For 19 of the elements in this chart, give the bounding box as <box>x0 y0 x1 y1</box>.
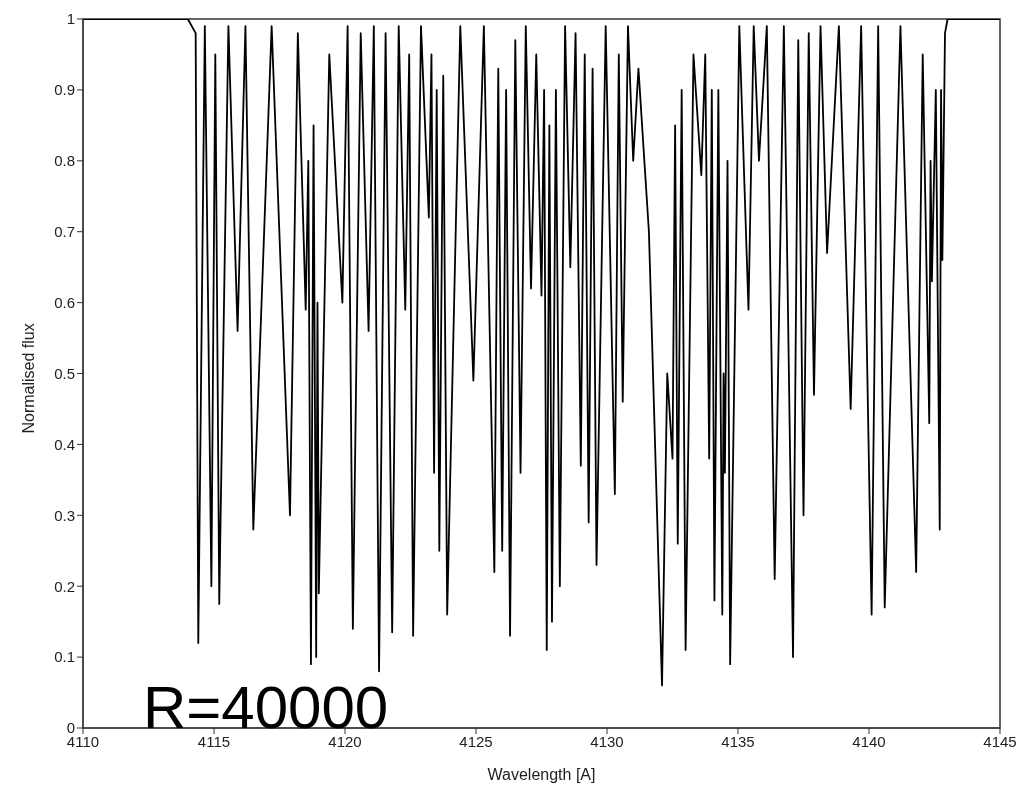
y-tick-label: 0.8 <box>54 152 75 170</box>
line-series <box>83 19 1000 687</box>
x-tick-label: 4130 <box>590 732 624 750</box>
x-tick-label: 4145 <box>983 732 1017 750</box>
x-axis-title: Wavelength [A] <box>487 766 596 783</box>
y-tick-label: 0.3 <box>54 506 75 524</box>
y-tick-label: 0.7 <box>54 223 75 241</box>
y-tick-label: 0.6 <box>54 293 75 311</box>
x-tick-label: 4140 <box>852 732 886 750</box>
y-tick-label: 0.9 <box>54 81 75 99</box>
y-tick-label: 0.1 <box>54 648 75 666</box>
y-tick-label: 0.4 <box>54 435 75 453</box>
y-tick-label: 0.2 <box>54 577 75 595</box>
x-tick-label: 4125 <box>459 732 493 750</box>
y-axis-title: Normalised flux <box>19 323 37 434</box>
x-tick-label: 4120 <box>328 732 362 750</box>
y-tick-label: 1 <box>66 10 75 28</box>
y-tick-label: 0.5 <box>54 364 75 382</box>
x-tick-label: 4135 <box>721 732 755 750</box>
